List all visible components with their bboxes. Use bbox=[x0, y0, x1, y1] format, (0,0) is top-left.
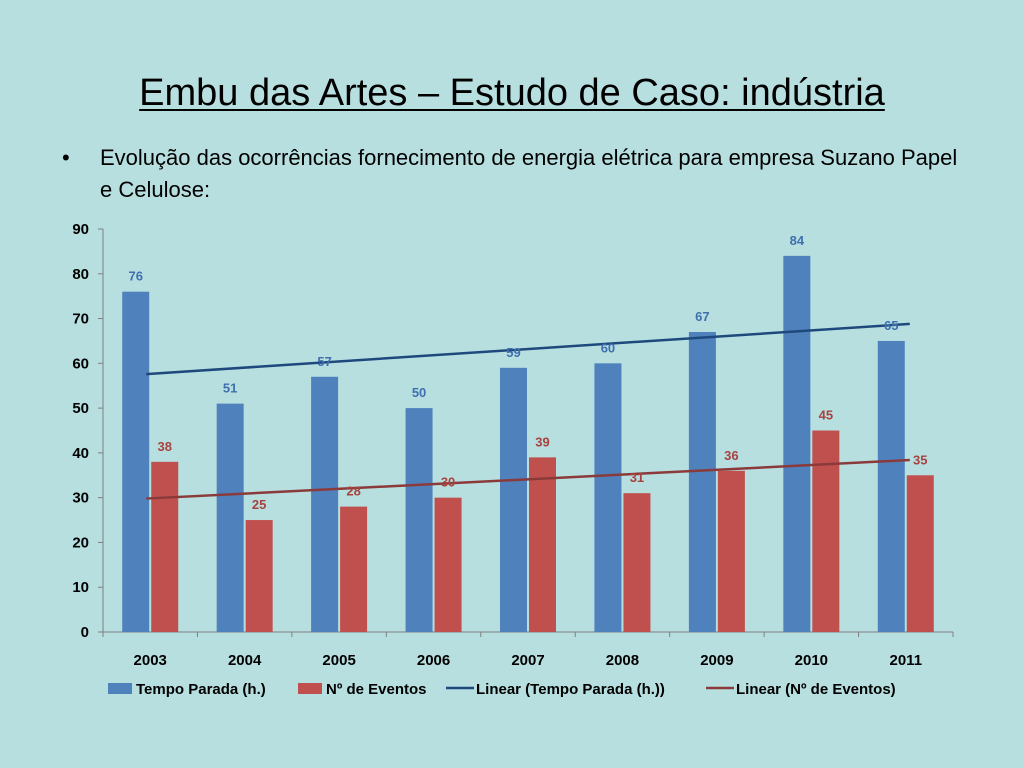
y-tick-label: 90 bbox=[72, 221, 89, 238]
data-label-num-eventos: 31 bbox=[630, 470, 644, 485]
data-label-tempo-parada: 60 bbox=[601, 340, 615, 355]
data-label-num-eventos: 39 bbox=[535, 434, 549, 449]
bar-num-eventos bbox=[245, 520, 273, 632]
data-label-num-eventos: 25 bbox=[252, 497, 266, 512]
data-label-num-eventos: 35 bbox=[913, 452, 927, 467]
bar-tempo-parada bbox=[688, 331, 716, 632]
bar-num-eventos bbox=[906, 475, 934, 632]
data-label-tempo-parada: 65 bbox=[884, 318, 898, 333]
bar-chart: 0 10 20 30 40 50 60 70 80 90 2003 2004 2005 2006 2007 2… bbox=[72, 221, 954, 698]
y-tick-label: 50 bbox=[72, 400, 89, 417]
y-tick-label: 40 bbox=[72, 445, 89, 462]
bar-tempo-parada bbox=[594, 363, 622, 632]
bar-num-eventos bbox=[717, 470, 745, 632]
bar-tempo-parada bbox=[877, 340, 905, 632]
bar-tempo-parada bbox=[405, 408, 433, 632]
x-tick-label: 2010 bbox=[795, 652, 828, 669]
legend-label: Linear (Tempo Parada (h.)) bbox=[476, 681, 665, 698]
x-tick-label: 2006 bbox=[417, 652, 450, 669]
data-label-tempo-parada: 50 bbox=[412, 385, 426, 400]
bar-num-eventos bbox=[151, 461, 179, 632]
x-tick-label: 2007 bbox=[511, 652, 544, 669]
bar-num-eventos bbox=[529, 457, 556, 632]
data-label-num-eventos: 30 bbox=[441, 475, 455, 490]
x-tick-label: 2004 bbox=[228, 652, 262, 669]
bar-num-eventos bbox=[340, 506, 368, 632]
y-tick-label: 70 bbox=[72, 311, 89, 328]
data-label-num-eventos: 28 bbox=[346, 484, 360, 499]
legend-label: Nº de Eventos bbox=[326, 681, 427, 698]
data-label-tempo-parada: 76 bbox=[128, 269, 142, 284]
y-tick-label: 0 bbox=[81, 624, 89, 641]
data-label-tempo-parada: 59 bbox=[506, 345, 520, 360]
trendline-num-eventos bbox=[146, 458, 910, 500]
data-label-num-eventos: 45 bbox=[819, 408, 833, 423]
bar-tempo-parada bbox=[311, 376, 339, 632]
x-tick-label: 2005 bbox=[322, 652, 355, 669]
bar-tempo-parada bbox=[500, 367, 527, 632]
data-label-tempo-parada: 51 bbox=[223, 381, 237, 396]
data-label-num-eventos: 36 bbox=[724, 448, 738, 463]
x-tick-label: 2008 bbox=[606, 652, 639, 669]
bar-tempo-parada bbox=[216, 403, 244, 632]
bar-num-eventos bbox=[812, 430, 840, 632]
bar-tempo-parada bbox=[122, 291, 150, 632]
data-label-tempo-parada: 84 bbox=[790, 233, 805, 248]
x-tick-label: 2009 bbox=[700, 652, 733, 669]
y-tick-label: 10 bbox=[72, 579, 89, 596]
bar-tempo-parada bbox=[783, 255, 811, 632]
bar-num-eventos bbox=[434, 497, 462, 632]
legend-swatch bbox=[298, 683, 322, 694]
x-tick-label: 2011 bbox=[890, 652, 923, 669]
y-tick-label: 60 bbox=[72, 355, 89, 372]
legend-label: Tempo Parada (h.) bbox=[136, 681, 266, 698]
data-label-num-eventos: 38 bbox=[157, 439, 171, 454]
slide-title-text: Embu das Artes – Estudo de Caso: indústr… bbox=[139, 72, 885, 114]
y-tick-label: 20 bbox=[72, 534, 89, 551]
bullet-marker: • bbox=[62, 145, 70, 170]
bar-num-eventos bbox=[623, 493, 651, 632]
legend-label: Linear (Nº de Eventos) bbox=[736, 681, 896, 698]
y-tick-label: 80 bbox=[72, 266, 89, 283]
legend-swatch bbox=[108, 683, 132, 694]
data-label-tempo-parada: 57 bbox=[317, 354, 331, 369]
slide-title: Embu das Artes – Estudo de Caso: indústr… bbox=[0, 72, 1024, 115]
trendline-tempo-parada bbox=[146, 322, 910, 376]
y-tick-label: 30 bbox=[72, 490, 89, 507]
bullet-text: Evolução das ocorrências fornecimento de… bbox=[100, 145, 958, 202]
data-label-tempo-parada: 67 bbox=[695, 309, 709, 324]
x-tick-label: 2003 bbox=[134, 652, 167, 669]
